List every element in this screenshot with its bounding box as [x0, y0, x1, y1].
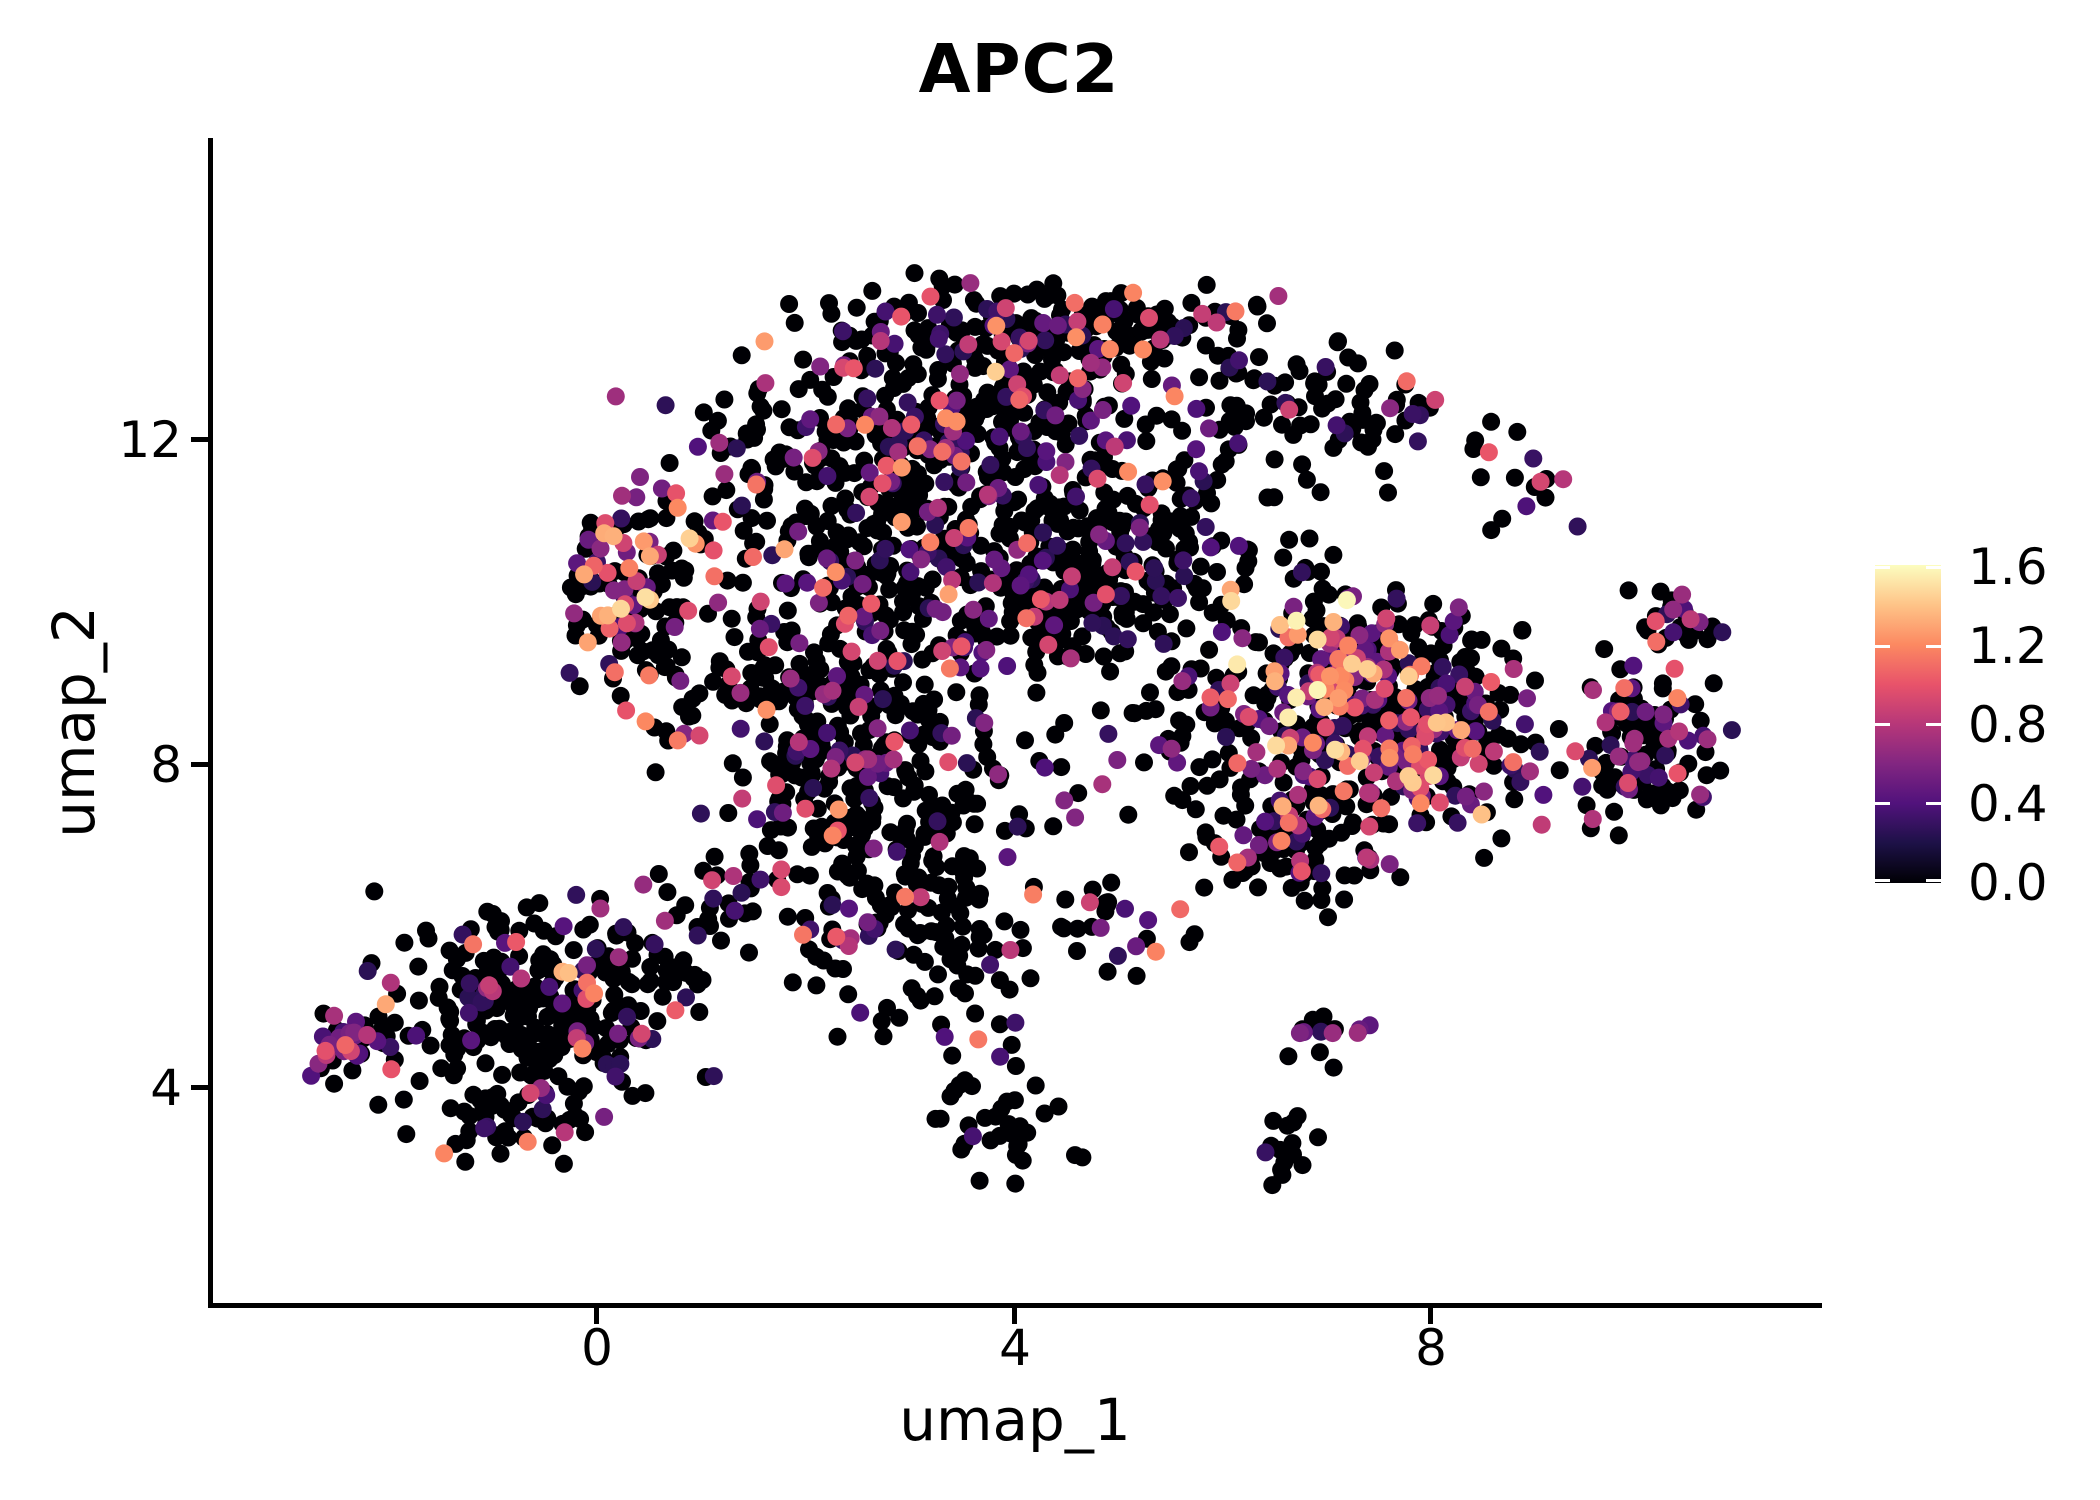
- x-tick-8: [1428, 1306, 1433, 1324]
- x-tick-label-8: 8: [1415, 1319, 1447, 1377]
- x-tick-0: [594, 1306, 599, 1324]
- colorbar-tick-0.4-right: [1926, 802, 1941, 805]
- y-tick-12: [191, 437, 209, 442]
- colorbar-label-0.0: 0.0: [1968, 854, 2048, 912]
- x-axis-label: umap_1: [899, 1386, 1131, 1454]
- colorbar-label-0.8: 0.8: [1968, 696, 2048, 754]
- colorbar-tick-0.8-left: [1875, 723, 1890, 726]
- y-axis-label: umap_2: [40, 606, 108, 838]
- colorbar-tick-0.0-left: [1875, 879, 1890, 882]
- colorbar-tick-0.4-left: [1875, 802, 1890, 805]
- y-tick-label-12: 12: [118, 411, 182, 469]
- y-tick-label-4: 4: [150, 1059, 182, 1117]
- colorbar-label-0.4: 0.4: [1968, 775, 2048, 833]
- colorbar-tick-1.6-right: [1926, 566, 1941, 569]
- colorbar-tick-1.2-left: [1875, 645, 1890, 648]
- colorbar-label-1.6: 1.6: [1968, 538, 2048, 596]
- colorbar-tick-1.6-left: [1875, 566, 1890, 569]
- plot-title: APC2: [918, 30, 1120, 108]
- x-tick-label-0: 0: [581, 1319, 613, 1377]
- y-tick-8: [191, 762, 209, 767]
- colorbar-tick-0.0-right: [1926, 879, 1941, 882]
- x-tick-4: [1012, 1306, 1017, 1324]
- y-tick-label-8: 8: [150, 736, 182, 794]
- colorbar-tick-0.8-right: [1926, 723, 1941, 726]
- y-axis-line: [208, 138, 213, 1308]
- x-tick-label-4: 4: [999, 1319, 1031, 1377]
- y-tick-4: [191, 1085, 209, 1090]
- colorbar-label-1.2: 1.2: [1968, 617, 2048, 675]
- x-axis-line: [208, 1303, 1822, 1308]
- colorbar-tick-1.2-right: [1926, 645, 1941, 648]
